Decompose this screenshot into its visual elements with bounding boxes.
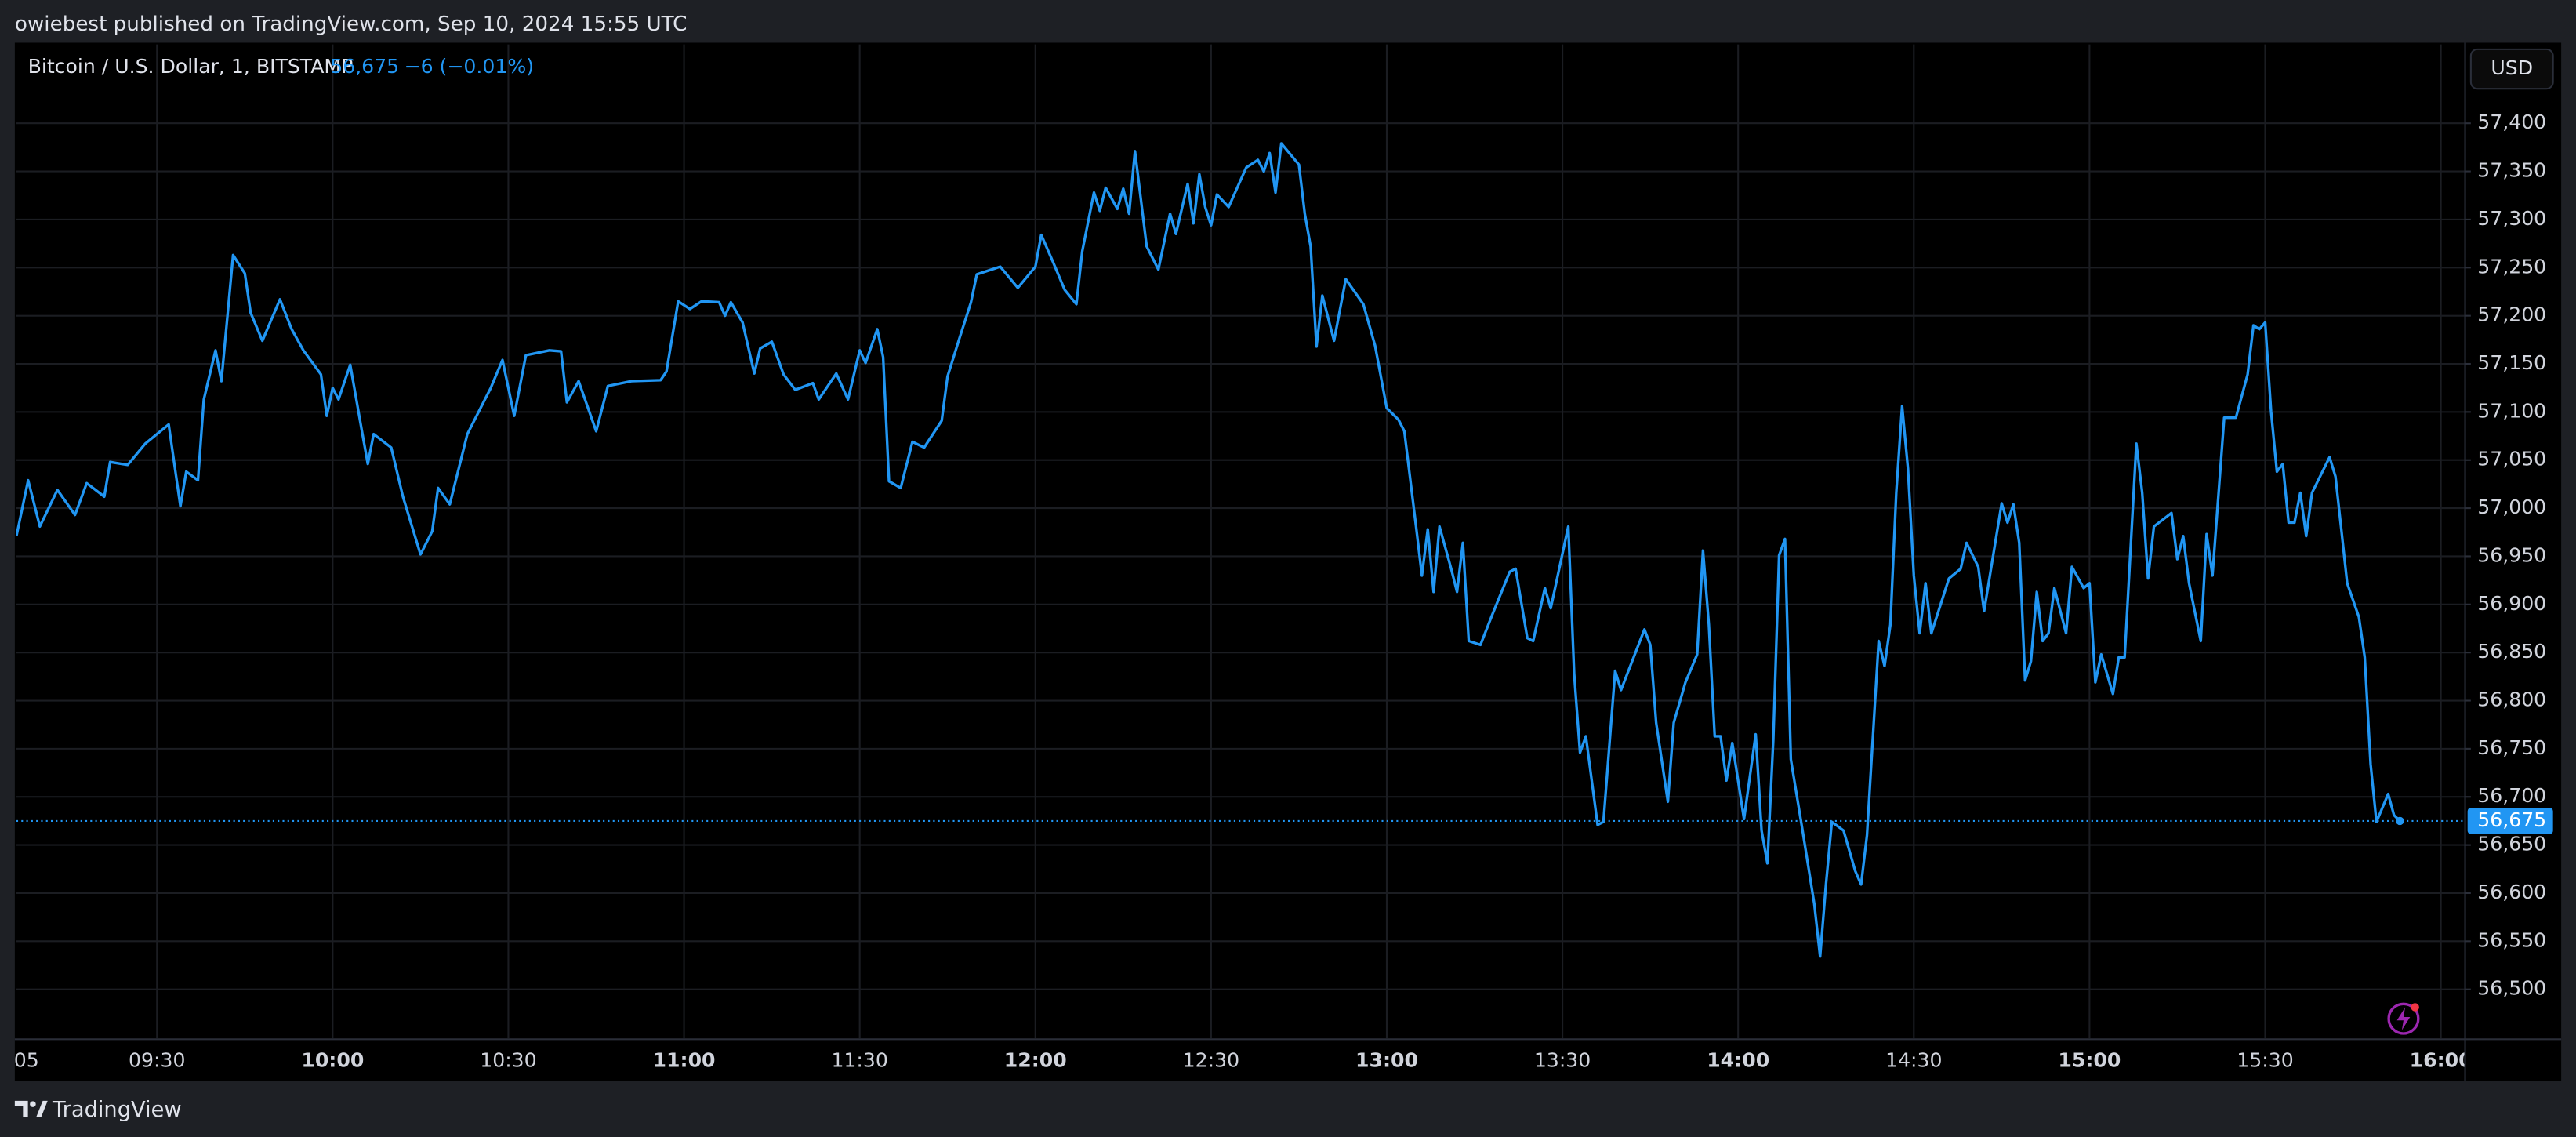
x-tick-label: 11:30 [831,1049,887,1072]
y-tick-label: 56,750 [2477,736,2546,759]
grid [16,44,2465,1039]
last-price-box [2467,808,2553,834]
y-tick-label: 56,700 [2477,784,2546,807]
x-tick-label: 12:30 [1183,1049,1239,1072]
lightning-icon[interactable] [2387,1002,2420,1035]
last-point [2396,816,2404,826]
x-axis: 09:05 09:30 10:00 10:30 11:00 11:30 12:00 12:30… [0,1049,2473,1072]
y-tick-label: 57,300 [2477,207,2546,230]
plot [16,142,2465,958]
y-tick-label: 57,150 [2477,351,2546,374]
y-tick-label: 56,600 [2477,881,2546,903]
y-tick-label: 57,100 [2477,399,2546,422]
y-tick-label: 56,850 [2477,640,2546,663]
x-tick-label: 10:30 [480,1049,536,1072]
legend-price: 56,675 [330,55,399,78]
y-tick-label: 56,900 [2477,592,2546,615]
publish-header: owiebest published on TradingView.com, S… [15,13,688,36]
y-tick-label: 57,000 [2477,496,2546,518]
y-tick-label: 56,800 [2477,688,2546,711]
legend-change: −6 (−0.01%) [405,55,535,78]
y-tick-label: 57,200 [2477,303,2546,326]
x-tick-label: 14:00 [1707,1049,1769,1072]
y-tick-label: 56,950 [2477,543,2546,566]
y-tick-label: 57,350 [2477,159,2546,182]
y-tick-label: 57,400 [2477,111,2546,133]
tradingview-logo[interactable] [14,1100,48,1117]
x-tick-label: 13:00 [1355,1049,1418,1072]
x-tick-label: 15:00 [2058,1049,2121,1072]
legend-symbol: Bitcoin / U.S. Dollar, 1, BITSTAMP [28,55,354,78]
overlay: 56,675 [2467,808,2553,834]
x-tick-label: 14:30 [1885,1049,1942,1072]
y-axis: 56,500 56,550 56,600 56,650 56,700 56,750 56,8… [2464,111,2546,1000]
x-tick-label: 13:30 [1534,1049,1591,1072]
x-tick-label: 09:30 [129,1049,185,1072]
y-tick-label: 56,650 [2477,833,2546,855]
price-line [16,142,2401,958]
x-tick-label: 15:30 [2237,1049,2293,1072]
last-price-label: 56,675 [2477,808,2546,831]
x-tick-label: 10:00 [301,1049,364,1072]
currency-button[interactable] [2469,48,2554,90]
x-tick-label: 12:00 [1004,1049,1067,1072]
y-tick-label: 56,500 [2477,977,2546,1000]
y-tick-label: 57,250 [2477,255,2546,278]
y-tick-label: 56,550 [2477,928,2546,951]
x-tick-label: 11:00 [653,1049,716,1072]
chart-panel [14,42,2562,1081]
x-tick-label: 16:00 [2410,1049,2473,1072]
footer-brand[interactable]: TradingView [52,1098,182,1122]
currency-label[interactable]: USD [2491,56,2533,79]
y-tick-label: 57,050 [2477,448,2546,470]
x-tick-label: 09:05 [0,1049,39,1072]
